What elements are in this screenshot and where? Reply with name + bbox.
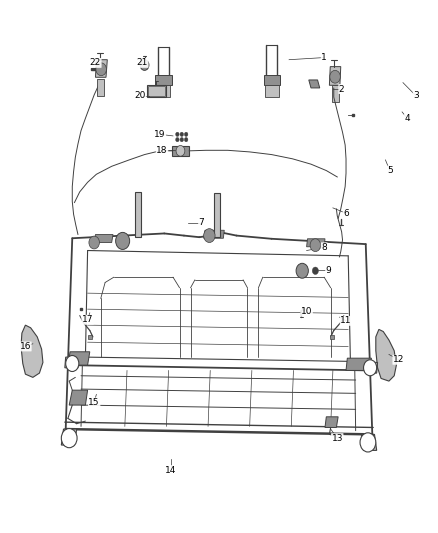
- Polygon shape: [95, 60, 107, 77]
- Polygon shape: [204, 230, 224, 238]
- Text: 4: 4: [405, 114, 410, 123]
- Text: 18: 18: [156, 146, 168, 155]
- Polygon shape: [65, 357, 79, 368]
- Circle shape: [312, 267, 318, 274]
- Circle shape: [184, 132, 188, 136]
- Circle shape: [116, 232, 130, 249]
- Circle shape: [66, 356, 79, 372]
- Polygon shape: [332, 85, 339, 102]
- Text: 2: 2: [339, 85, 344, 93]
- Text: 1: 1: [321, 53, 327, 62]
- Circle shape: [330, 70, 340, 83]
- Text: 5: 5: [387, 166, 393, 175]
- Polygon shape: [264, 75, 280, 85]
- Polygon shape: [135, 192, 141, 237]
- Polygon shape: [21, 325, 43, 377]
- Polygon shape: [157, 85, 170, 97]
- Polygon shape: [172, 146, 189, 156]
- Text: 7: 7: [198, 219, 205, 227]
- Polygon shape: [68, 352, 90, 365]
- Circle shape: [176, 132, 179, 136]
- Polygon shape: [325, 417, 338, 427]
- Text: 12: 12: [393, 356, 404, 364]
- Circle shape: [180, 138, 184, 142]
- Polygon shape: [147, 85, 166, 97]
- Polygon shape: [265, 85, 279, 97]
- Circle shape: [310, 239, 321, 252]
- Polygon shape: [367, 362, 378, 373]
- Circle shape: [296, 263, 308, 278]
- Text: 10: 10: [301, 308, 312, 316]
- Text: 20: 20: [134, 92, 146, 100]
- Text: 9: 9: [325, 266, 332, 274]
- Polygon shape: [329, 67, 341, 85]
- Polygon shape: [61, 429, 77, 445]
- Polygon shape: [214, 193, 220, 237]
- Polygon shape: [69, 390, 88, 405]
- Circle shape: [360, 433, 376, 452]
- Polygon shape: [346, 358, 371, 370]
- Text: 8: 8: [321, 243, 327, 252]
- Text: 17: 17: [82, 316, 93, 324]
- Text: 15: 15: [88, 398, 100, 407]
- Circle shape: [204, 229, 215, 243]
- Circle shape: [180, 132, 184, 136]
- Circle shape: [96, 63, 106, 76]
- Circle shape: [176, 146, 185, 156]
- Polygon shape: [97, 79, 104, 96]
- Polygon shape: [307, 239, 325, 247]
- Text: 3: 3: [413, 92, 419, 100]
- Text: 6: 6: [343, 209, 349, 217]
- Text: 16: 16: [20, 342, 31, 351]
- Polygon shape: [361, 434, 377, 450]
- Text: 21: 21: [137, 59, 148, 67]
- Polygon shape: [376, 329, 396, 381]
- Circle shape: [364, 360, 377, 376]
- Text: 19: 19: [154, 130, 166, 139]
- Polygon shape: [148, 86, 165, 96]
- Polygon shape: [309, 80, 320, 88]
- Circle shape: [176, 138, 179, 142]
- Polygon shape: [155, 75, 172, 85]
- Text: 13: 13: [332, 434, 343, 442]
- Circle shape: [140, 60, 149, 70]
- Text: 22: 22: [90, 59, 101, 67]
- Circle shape: [89, 236, 99, 249]
- Circle shape: [184, 138, 188, 142]
- Polygon shape: [94, 235, 113, 243]
- Text: 14: 14: [165, 466, 177, 474]
- Text: 11: 11: [340, 317, 352, 325]
- Circle shape: [61, 429, 77, 448]
